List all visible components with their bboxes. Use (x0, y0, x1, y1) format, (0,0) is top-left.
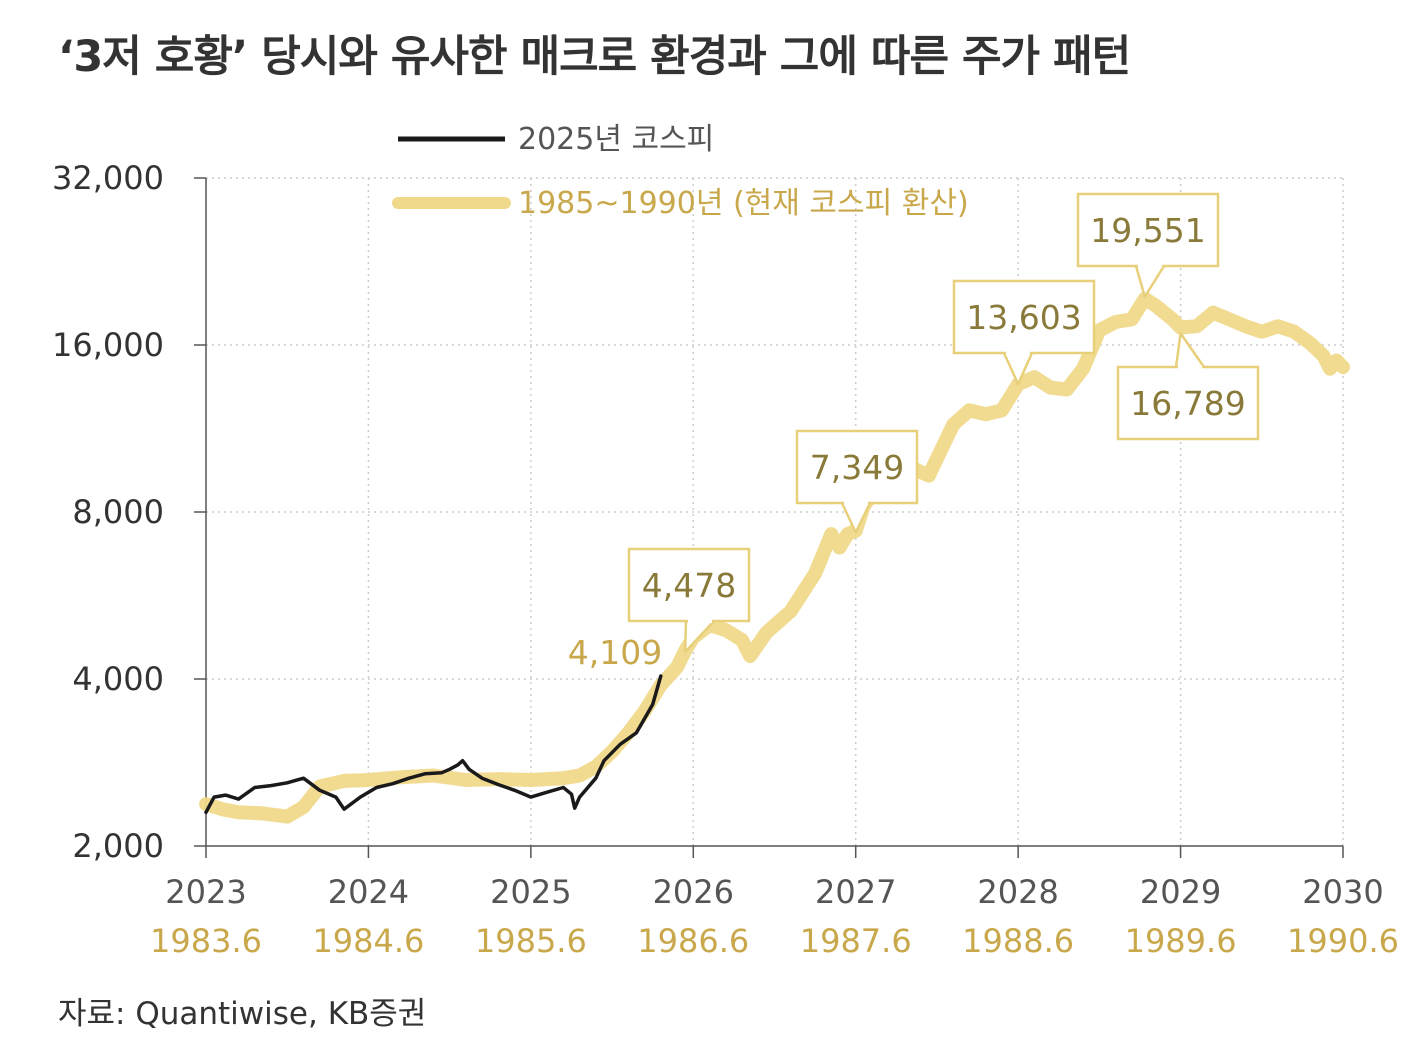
annotation-box (1116, 365, 1260, 441)
annotation-label: 16,789 (1130, 384, 1245, 423)
annotation-label: 7,349 (810, 448, 904, 487)
x-tick-label-secondary: 1984.6 (312, 922, 424, 960)
annotation-label: 4,478 (642, 566, 736, 605)
x-tick-label: 2026 (653, 873, 734, 911)
y-tick-label: 8,000 (72, 493, 164, 531)
legend-label-kospi2025: 2025년 코스피 (518, 122, 714, 157)
axis-layer: 2,000 4,000 8,000 16,000 32,000 2023 1983.6 202… (52, 159, 1399, 960)
annotation-box (795, 429, 919, 505)
annotation-box (627, 547, 751, 623)
x-tick-label: 2030 (1302, 873, 1383, 911)
x-tick-label: 2025 (490, 873, 571, 911)
x-tick-label-secondary: 1987.6 (800, 922, 912, 960)
x-tick-label: 2023 (165, 873, 246, 911)
x-tick-label-secondary: 1983.6 (150, 922, 262, 960)
x-tick-label-secondary: 1985.6 (475, 922, 587, 960)
y-tick-label: 2,000 (72, 827, 164, 865)
y-tick-label: 4,000 (72, 660, 164, 698)
chart-title: ‘3저 호황’ 당시와 유사한 매크로 환경과 그에 따른 주가 패턴 (58, 32, 1131, 82)
series-layer (199, 291, 1350, 824)
x-tick-label: 2029 (1140, 873, 1221, 911)
x-tick-label-secondary: 1988.6 (962, 922, 1074, 960)
y-tick-label: 32,000 (52, 159, 164, 197)
x-tick-label: 2028 (977, 873, 1058, 911)
x-tick-label-secondary: 1990.6 (1287, 922, 1399, 960)
annotation-label: 4,109 (568, 633, 662, 672)
source-note: 자료: Quantiwise, KB증권 (58, 996, 427, 1032)
x-tick-label: 2027 (815, 873, 896, 911)
x-tick-label-secondary: 1986.6 (637, 922, 749, 960)
grid-layer (206, 177, 1344, 846)
annotation-pointer (683, 619, 716, 654)
x-tick-label: 2024 (328, 873, 409, 911)
x-tick-label-secondary: 1989.6 (1125, 922, 1237, 960)
legend: 2025년 코스피 1985~1990년 (현재 코스피 환산) (392, 122, 969, 221)
series-line-2025-kospi (204, 674, 663, 815)
legend-label-kospi1985: 1985~1990년 (현재 코스피 환산) (518, 186, 969, 221)
annotation-label: 19,551 (1090, 211, 1205, 250)
y-tick-label: 16,000 (52, 326, 164, 364)
label-layer: 4,109 4,478 7,349 13,603 19,551 16,789 (568, 192, 1260, 672)
annotation-label: 13,603 (966, 298, 1081, 337)
annotation-pointer (1134, 264, 1166, 298)
annotation-box (952, 279, 1096, 355)
annotation-pointer (1174, 332, 1206, 369)
series-line-1985-1990 (199, 291, 1350, 824)
annotation-box (1076, 192, 1220, 268)
